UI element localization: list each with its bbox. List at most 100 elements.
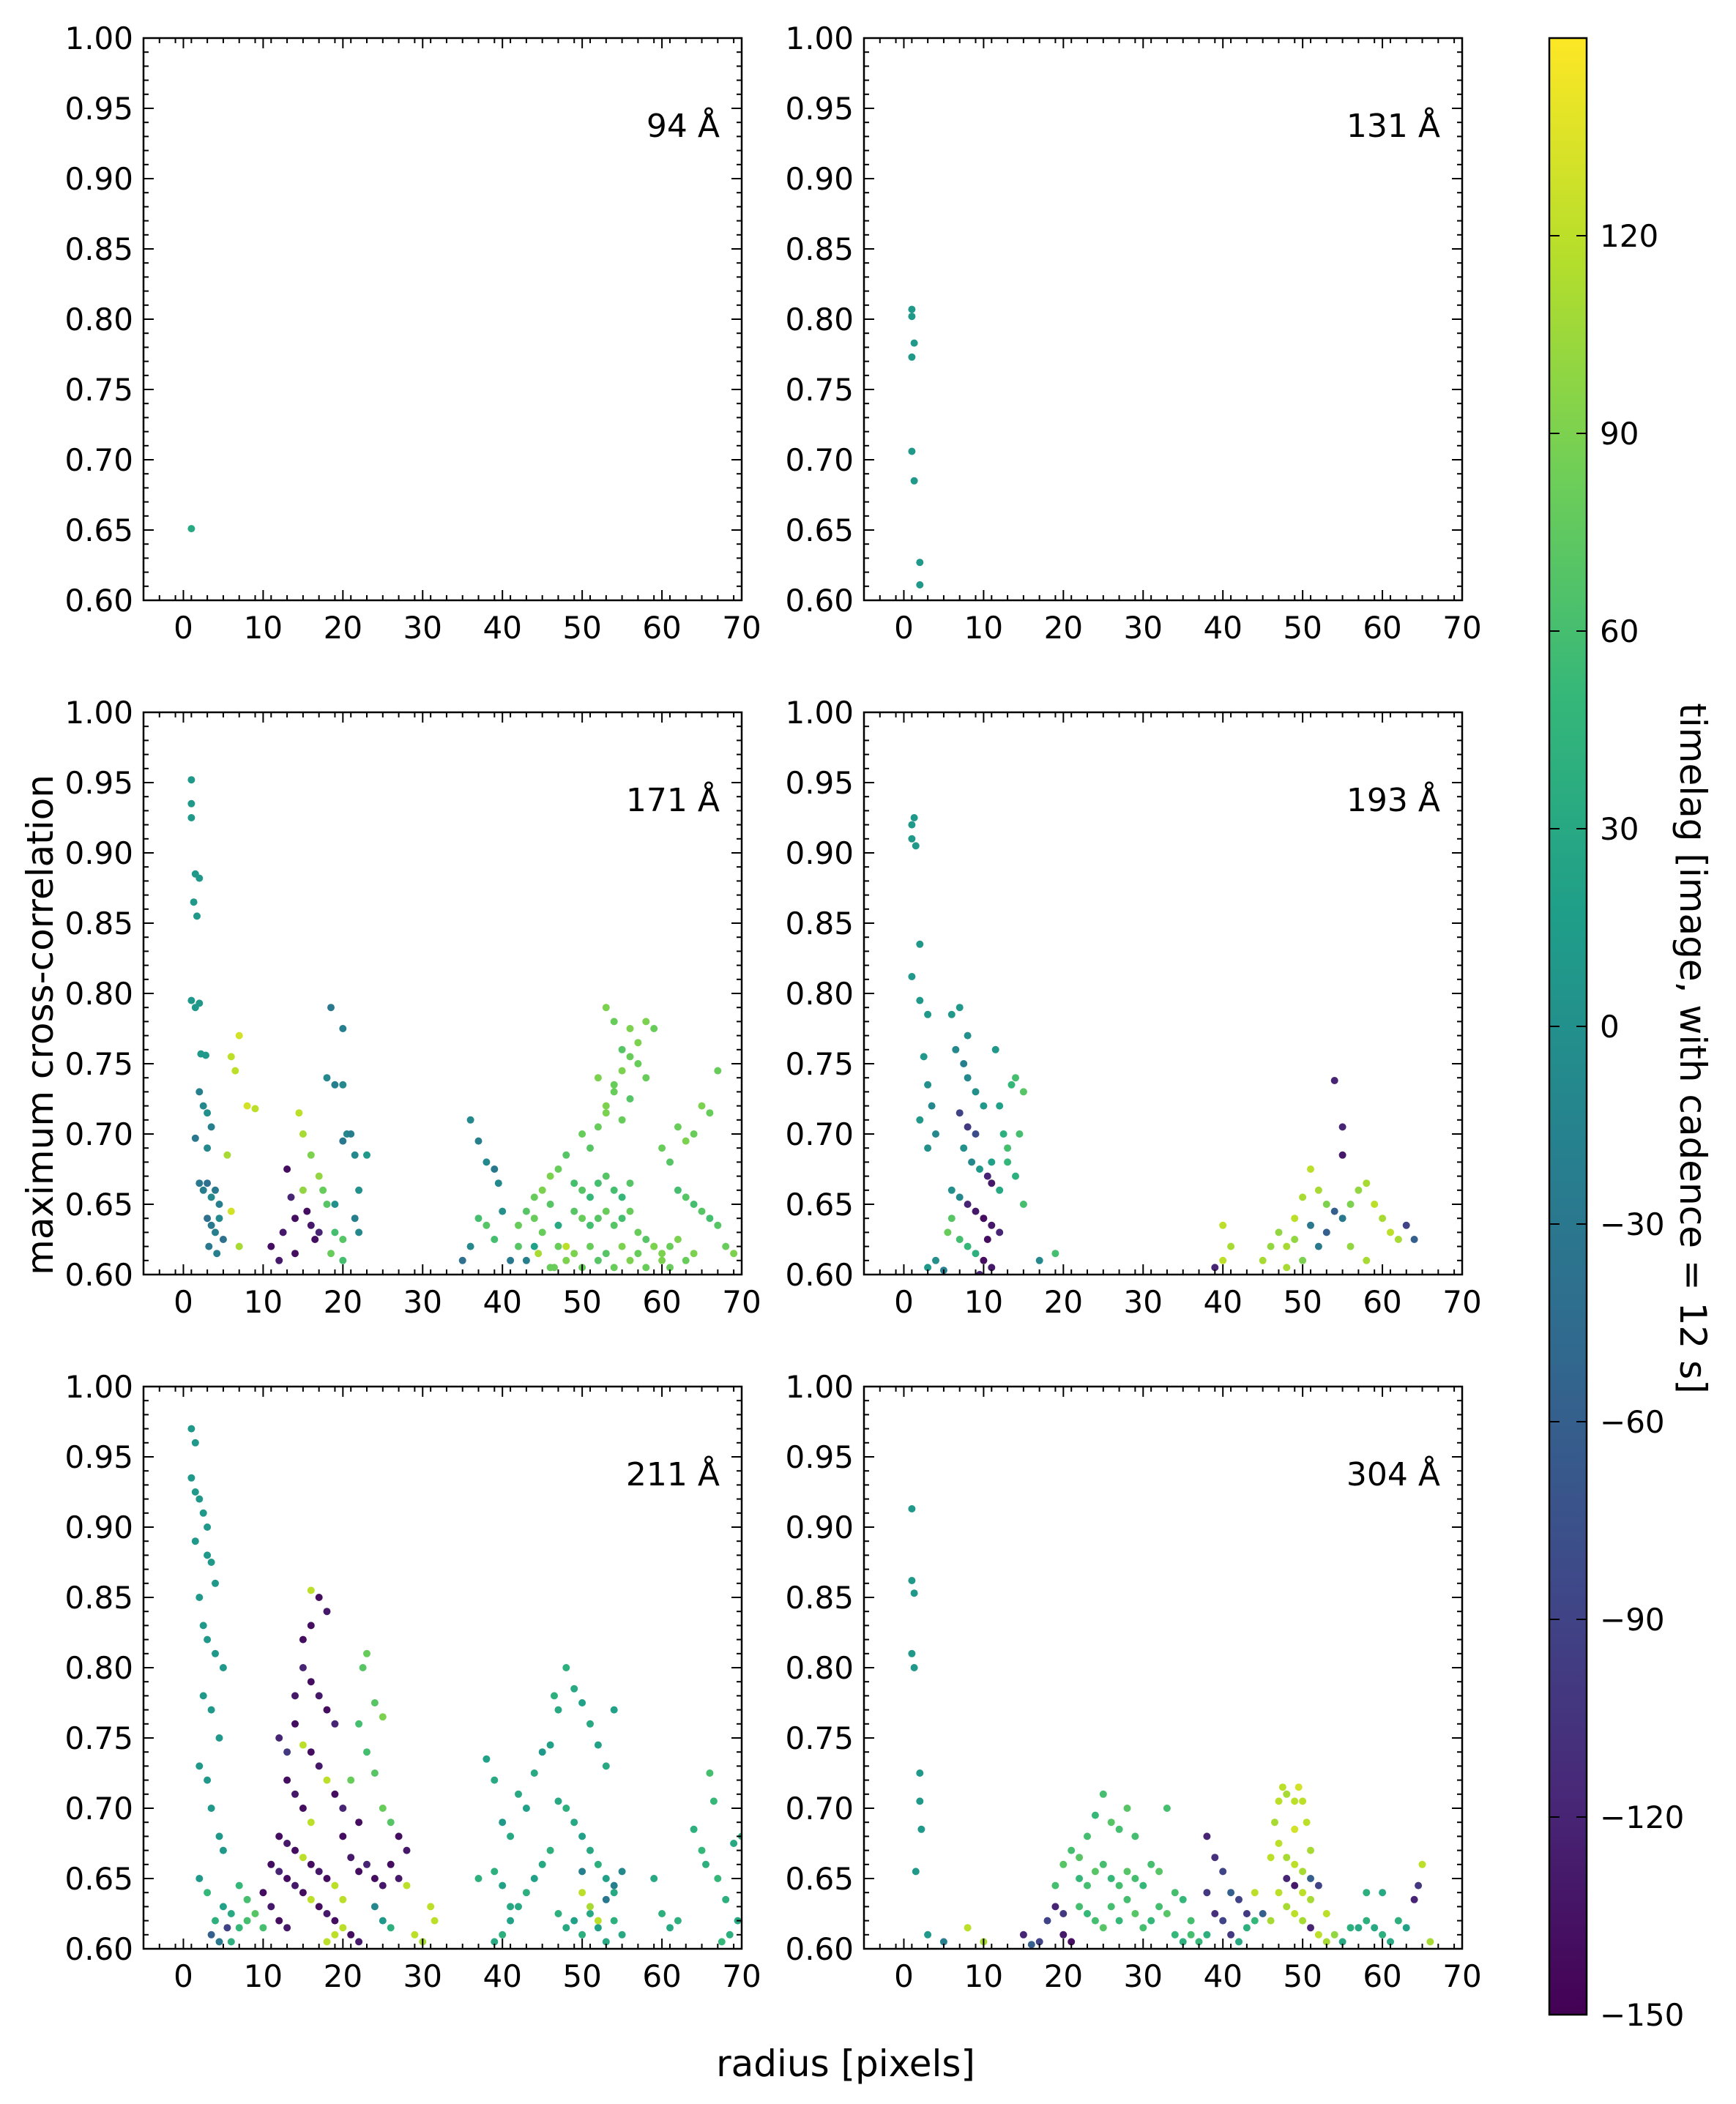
scatter-point bbox=[191, 1134, 199, 1142]
scatter-point bbox=[466, 1116, 474, 1124]
scatter-point bbox=[1187, 1917, 1195, 1925]
scatter-point bbox=[275, 1917, 283, 1925]
scatter-point bbox=[1307, 1924, 1314, 1932]
scatter-point bbox=[690, 1250, 698, 1258]
scatter-point bbox=[1330, 1930, 1338, 1939]
scatter-point bbox=[964, 1123, 972, 1131]
scatter-points bbox=[908, 305, 924, 589]
scatter-point bbox=[339, 1805, 347, 1812]
scatter-point bbox=[275, 1832, 283, 1840]
scatter-point bbox=[195, 1179, 204, 1187]
scatter-point bbox=[491, 1938, 499, 1946]
scatter-point bbox=[634, 1250, 642, 1258]
x-tick-label: 20 bbox=[1044, 1958, 1083, 1994]
scatter-point bbox=[1211, 1910, 1219, 1917]
scatter-point bbox=[538, 1186, 546, 1194]
scatter-point bbox=[339, 1081, 347, 1089]
scatter-point bbox=[1084, 1881, 1091, 1890]
y-tick-label: 0.70 bbox=[785, 442, 854, 478]
scatter-panel: 0 10 20 30 40 50 60 70 0.60 0.65 0.70 0.75 0.80 0.85 0… bbox=[785, 1369, 1481, 1994]
scatter-point bbox=[1091, 1917, 1099, 1925]
scatter-point bbox=[690, 1825, 698, 1833]
scatter-point bbox=[618, 1215, 626, 1223]
scatter-point bbox=[554, 1910, 562, 1917]
scatter-point bbox=[706, 1109, 714, 1117]
scatter-points bbox=[908, 1505, 1434, 1949]
y-tick-label: 0.65 bbox=[64, 1861, 133, 1897]
scatter-point bbox=[204, 1776, 212, 1784]
scatter-point bbox=[193, 912, 201, 920]
colorbar-label: timelag [image, with cadence = 12 s] bbox=[1672, 703, 1714, 1393]
x-tick-label: 0 bbox=[894, 610, 914, 646]
x-tick-label: 10 bbox=[964, 1284, 1003, 1320]
scatter-point bbox=[207, 1123, 215, 1131]
y-tick-label: 1.00 bbox=[64, 695, 133, 731]
scatter-point bbox=[910, 1664, 918, 1671]
scatter-point bbox=[323, 1201, 331, 1208]
scatter-point bbox=[1091, 1868, 1099, 1876]
scatter-point bbox=[1291, 1860, 1299, 1868]
scatter-point bbox=[650, 1025, 658, 1032]
scatter-point bbox=[243, 1917, 251, 1925]
scatter-point bbox=[331, 1081, 339, 1089]
scatter-point bbox=[1219, 1221, 1227, 1229]
x-tick-label: 50 bbox=[1283, 610, 1322, 646]
scatter-point bbox=[355, 1720, 363, 1728]
scatter-point bbox=[988, 1264, 996, 1272]
scatter-point bbox=[483, 1158, 491, 1166]
scatter-point bbox=[199, 1509, 207, 1517]
scatter-point bbox=[1004, 1158, 1012, 1166]
y-tick-label: 0.95 bbox=[785, 1439, 854, 1475]
scatter-point bbox=[570, 1685, 578, 1693]
scatter-point bbox=[674, 1917, 682, 1925]
colorbar: −150 −120 −90 −60 −30 0 30 60 90 120 bbox=[1548, 37, 1684, 2033]
scatter-point bbox=[359, 1664, 367, 1671]
scatter-point bbox=[287, 1193, 295, 1201]
scatter-point bbox=[658, 1144, 666, 1152]
scatter-point bbox=[594, 1917, 602, 1925]
scatter-point bbox=[610, 1186, 618, 1194]
scatter-point bbox=[1307, 1895, 1314, 1903]
scatter-point bbox=[1415, 1881, 1423, 1890]
scatter-point bbox=[1379, 1215, 1387, 1223]
x-axis-title: radius [pixels] bbox=[716, 2043, 975, 2085]
scatter-point bbox=[594, 1256, 602, 1264]
scatter-point bbox=[947, 1010, 955, 1018]
y-tick-label: 0.70 bbox=[64, 442, 133, 478]
y-tick-label: 0.75 bbox=[785, 1046, 854, 1082]
scatter-point bbox=[1346, 1201, 1355, 1208]
scatter-point bbox=[570, 1250, 578, 1258]
scatter-point bbox=[299, 1854, 307, 1862]
scatter-point bbox=[1291, 1825, 1299, 1833]
scatter-point bbox=[1027, 1941, 1035, 1949]
scatter-point bbox=[928, 1102, 936, 1110]
scatter-points bbox=[187, 525, 195, 533]
scatter-point bbox=[666, 1158, 674, 1166]
scatter-point bbox=[1123, 1868, 1131, 1876]
scatter-point bbox=[698, 1207, 706, 1215]
scatter-point bbox=[1251, 1889, 1259, 1897]
scatter-point bbox=[1068, 1846, 1076, 1854]
scatter-point bbox=[1338, 1123, 1346, 1131]
x-tick-label: 40 bbox=[483, 610, 521, 646]
scatter-point bbox=[307, 1860, 315, 1868]
scatter-point bbox=[1091, 1811, 1099, 1819]
scatter-point bbox=[207, 1805, 215, 1812]
scatter-point bbox=[594, 1179, 602, 1187]
colorbar-tick-label: 0 bbox=[1600, 1009, 1620, 1045]
scatter-point bbox=[204, 1109, 212, 1117]
scatter-point bbox=[910, 477, 918, 485]
scatter-point bbox=[291, 1692, 299, 1700]
scatter-point bbox=[546, 1846, 554, 1854]
scatter-point bbox=[642, 1264, 650, 1272]
scatter-point bbox=[1426, 1938, 1434, 1946]
scatter-point bbox=[1379, 1889, 1387, 1897]
colorbar-tick-label: 90 bbox=[1600, 416, 1639, 452]
x-tick-label: 20 bbox=[324, 1284, 362, 1320]
scatter-point bbox=[499, 1207, 507, 1215]
x-tick-label: 30 bbox=[1124, 1958, 1163, 1994]
scatter-point bbox=[924, 1081, 932, 1089]
scatter-point bbox=[283, 1165, 291, 1173]
scatter-point bbox=[1131, 1832, 1139, 1840]
scatter-point bbox=[212, 1186, 219, 1194]
